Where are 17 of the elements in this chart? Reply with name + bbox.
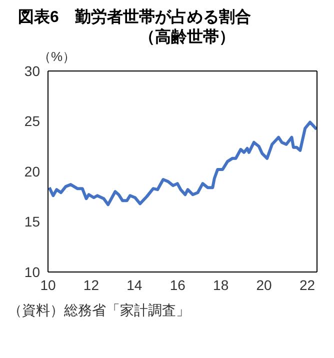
x-tick-label: 14 [126,276,142,293]
x-tick-label: 18 [213,276,229,293]
line-series [48,120,317,206]
x-tick-label: 12 [83,276,100,293]
text: （資料）総務省「家計調査」 [8,302,191,320]
y-tick-label: 20 [24,163,40,180]
x-tick-label: 22 [299,276,316,293]
y-tick-label: 30 [24,62,40,79]
x-tick-label: 16 [170,276,186,293]
y-tick-label: 10 [24,264,40,280]
y-tick-label: 15 [24,214,40,230]
chart-subtitle: （高齢世帯） [138,28,236,48]
x-tick-label: 10 [40,276,56,293]
chart-title: 図表6 勤労者世帯が占める割合 [17,8,252,28]
y-axis-title: （%） [38,48,76,66]
y-tick-label: 25 [24,113,40,130]
x-tick-label: 20 [256,276,272,293]
